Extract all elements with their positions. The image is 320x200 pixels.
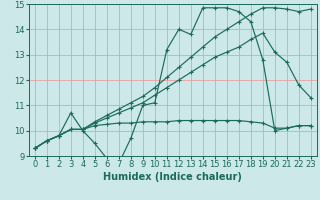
X-axis label: Humidex (Indice chaleur): Humidex (Indice chaleur) xyxy=(103,172,242,182)
